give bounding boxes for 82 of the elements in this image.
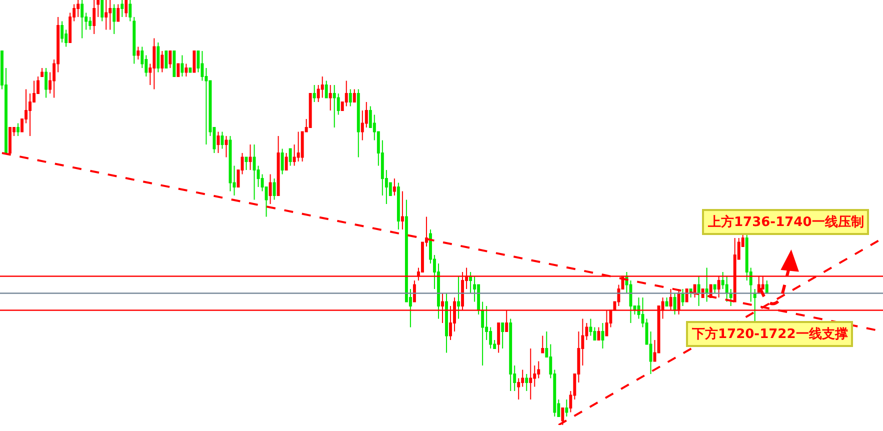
candlestick: [541, 335, 544, 354]
candlestick: [220, 131, 224, 150]
candlestick: [108, 0, 112, 30]
candlestick: [172, 50, 176, 77]
candlestick: [392, 178, 396, 196]
candlestick: [348, 88, 352, 107]
candlestick: [312, 84, 316, 102]
candlestick: [268, 174, 272, 204]
candlestick: [244, 156, 248, 170]
candlestick: [76, 0, 80, 18]
candlestick: [356, 88, 360, 158]
candlestick: [188, 68, 192, 73]
candlestick: [589, 318, 592, 336]
candlestick: [284, 152, 288, 170]
candlestick: [729, 288, 732, 306]
candlestick: [445, 292, 448, 354]
candlestick: [469, 272, 472, 294]
candlestick: [753, 288, 756, 324]
candlestick: [136, 46, 140, 60]
candlestick: [525, 374, 528, 392]
candlestick: [44, 68, 48, 98]
candlestick: [765, 280, 768, 294]
candlestick: [705, 267, 708, 302]
candlestick: [224, 136, 228, 158]
candlestick: [40, 68, 44, 77]
candlestick: [665, 297, 668, 306]
candlestick: [16, 122, 20, 136]
candlestick: [272, 178, 276, 200]
candlestick: [713, 284, 716, 294]
candlestick: [60, 20, 64, 43]
candlestick: [344, 80, 348, 107]
candlestick: [160, 50, 164, 73]
candlestick: [88, 16, 92, 30]
candlestick: [180, 54, 184, 77]
candlestick: [396, 182, 400, 230]
candlestick: [565, 399, 568, 417]
candlestick: [280, 148, 284, 175]
candlestick: [597, 326, 600, 340]
candlestick: [120, 0, 124, 18]
candlestick: [184, 63, 188, 77]
candlestick: [100, 0, 104, 22]
candlestick: [156, 42, 160, 73]
candlestick: [296, 131, 300, 162]
candlestick: [529, 348, 532, 400]
candlestick: [481, 301, 484, 366]
candlestick: [497, 322, 500, 354]
candlestick: [673, 292, 676, 315]
candlestick: [601, 322, 604, 349]
candlestick: [164, 50, 168, 68]
candlestick: [176, 63, 180, 77]
candlestick: [509, 318, 512, 392]
candlestick: [216, 131, 220, 154]
candlestick: [328, 84, 332, 111]
candlestick: [128, 0, 132, 22]
candlestick: [457, 276, 460, 320]
candlestick: [697, 276, 700, 306]
candlestick: [104, 0, 108, 30]
candlestick: [412, 280, 416, 302]
annotation: 下方1720-1722一线支撑: [691, 326, 848, 342]
annotation: 上方1736-1740一线压制: [707, 214, 864, 230]
candlestick: [324, 80, 328, 98]
candlestick: [152, 38, 156, 90]
candlestick: [320, 76, 324, 98]
candlestick: [681, 288, 684, 306]
candlestick: [132, 16, 136, 64]
candlestick: [252, 144, 256, 200]
candlestick: [248, 144, 252, 170]
candlestick: [501, 322, 504, 349]
candlestick: [332, 84, 336, 128]
candlestick: [80, 0, 84, 39]
candlestick: [116, 4, 120, 22]
candlestick: [92, 0, 96, 34]
candlestick: [112, 4, 116, 34]
candlestick: [276, 136, 280, 196]
candlestick: [352, 88, 356, 102]
candlestick: [400, 190, 404, 230]
candlestick: [124, 0, 128, 18]
candlestick: [168, 50, 172, 68]
candlestick: [288, 148, 292, 166]
candlestick: [96, 0, 100, 18]
candlestick: [192, 50, 196, 73]
candlestick: [725, 276, 728, 302]
